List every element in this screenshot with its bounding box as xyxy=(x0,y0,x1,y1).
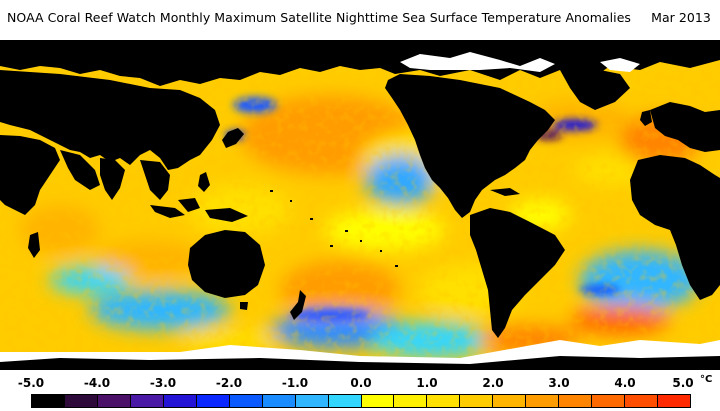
legend-label: 0.0 xyxy=(350,376,372,390)
map-title: NOAA Coral Reef Watch Monthly Maximum Sa… xyxy=(7,10,711,25)
europe xyxy=(650,102,720,152)
legend-label: 3.0 xyxy=(548,376,570,390)
legend-unit: °C xyxy=(700,374,713,385)
north-america xyxy=(385,74,555,218)
color-swatch xyxy=(592,395,626,407)
australia xyxy=(188,230,265,298)
color-swatch xyxy=(32,395,65,407)
legend-label: -4.0 xyxy=(83,376,111,390)
color-swatch xyxy=(361,395,395,407)
indonesia-1 xyxy=(150,205,185,218)
color-swatch xyxy=(658,395,691,407)
new-guinea xyxy=(205,208,248,222)
eurasia-west xyxy=(0,70,220,170)
indonesia-2 xyxy=(178,198,200,212)
arabia-india xyxy=(60,150,100,190)
madagascar xyxy=(28,232,40,258)
color-swatch xyxy=(526,395,560,407)
greenland xyxy=(560,68,630,110)
pacific-islands xyxy=(270,190,398,267)
color-swatch xyxy=(262,395,296,407)
color-swatch xyxy=(427,395,461,407)
legend-label: 2.0 xyxy=(482,376,504,390)
color-swatch xyxy=(64,395,98,407)
color-swatch xyxy=(328,395,362,407)
color-swatch xyxy=(196,395,230,407)
tasmania xyxy=(240,302,248,310)
cuba xyxy=(490,188,520,196)
legend-tick-labels: -5.0 -4.0 -3.0 -2.0 -1.0 0.0 1.0 2.0 3.0… xyxy=(0,374,720,394)
uk xyxy=(640,110,652,126)
africa-east xyxy=(0,135,60,215)
color-swatch xyxy=(493,395,527,407)
color-swatch xyxy=(229,395,263,407)
philippines xyxy=(198,172,210,192)
legend-label: 4.0 xyxy=(614,376,636,390)
color-swatch xyxy=(559,395,593,407)
color-swatch xyxy=(460,395,494,407)
indochina xyxy=(140,160,170,200)
antarctica xyxy=(0,356,720,370)
color-swatch xyxy=(394,395,428,407)
legend-label: 1.0 xyxy=(416,376,438,390)
color-swatch xyxy=(97,395,131,407)
color-swatch xyxy=(295,395,329,407)
arctic-ice xyxy=(400,52,555,72)
color-scale-bar xyxy=(31,394,691,408)
legend-label: 5.0 xyxy=(672,376,694,390)
arctic-land xyxy=(0,40,720,86)
arctic-ice-east xyxy=(600,58,640,72)
south-america xyxy=(470,208,565,338)
color-swatch xyxy=(130,395,164,407)
new-zealand xyxy=(290,290,306,320)
india xyxy=(100,158,125,200)
legend-label: -2.0 xyxy=(215,376,243,390)
japan xyxy=(222,128,244,148)
sst-anomaly-map xyxy=(0,40,720,370)
color-swatch xyxy=(625,395,659,407)
legend-label: -3.0 xyxy=(149,376,177,390)
color-swatch xyxy=(163,395,197,407)
legend-label: -1.0 xyxy=(281,376,309,390)
africa-west xyxy=(630,155,720,300)
legend-label: -5.0 xyxy=(17,376,45,390)
